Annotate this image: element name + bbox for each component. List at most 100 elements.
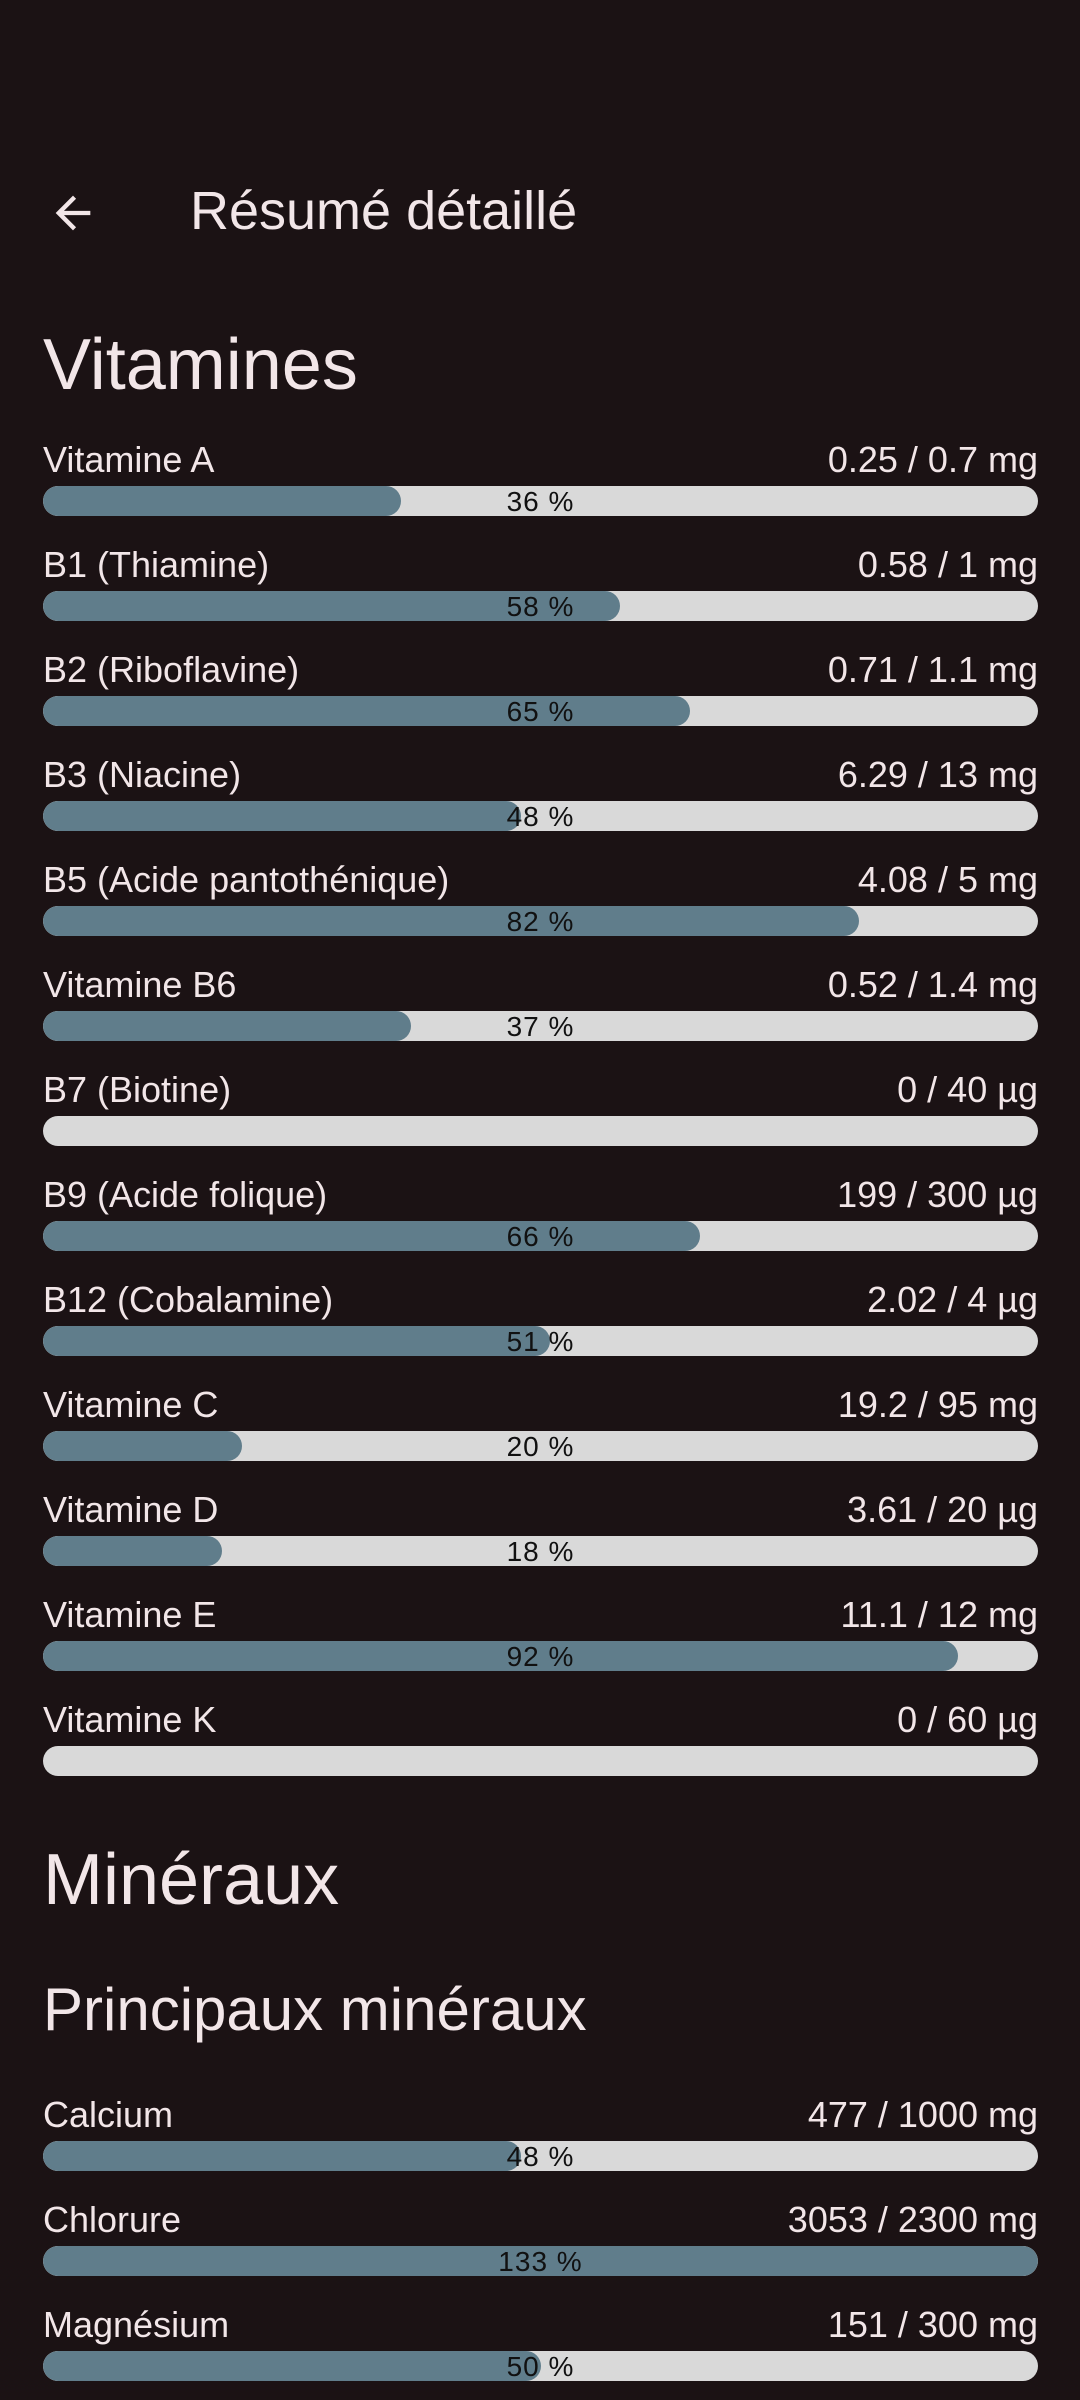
progress-bar-fill [43, 696, 690, 726]
nutrient-row: Vitamine E 11.1 / 12 mg 92 % [43, 1575, 1038, 1680]
nutrient-row-header: Vitamine B6 0.52 / 1.4 mg [43, 945, 1038, 1007]
nutrient-row: Vitamine K 0 / 60 µg [43, 1680, 1038, 1785]
nutrient-amount: 0.52 / 1.4 mg [827, 964, 1038, 1005]
nutrient-amount: 0.58 / 1 mg [857, 544, 1038, 585]
nutrient-amount: 11.1 / 12 mg [840, 1594, 1038, 1635]
nutrient-amount: 3053 / 2300 mg [787, 2199, 1038, 2240]
nutrient-row: Vitamine C 19.2 / 95 mg 20 % [43, 1365, 1038, 1470]
progress-bar: 92 % [43, 1641, 1038, 1671]
nutrient-row-header: Chlorure 3053 / 2300 mg [43, 2180, 1038, 2242]
nutrient-name: Vitamine B6 [43, 964, 237, 1005]
back-button[interactable] [30, 170, 116, 256]
nutrient-name: B7 (Biotine) [43, 1069, 232, 1110]
nutrient-amount: 4.08 / 5 mg [857, 859, 1038, 900]
progress-percent-label: 18 % [506, 1536, 575, 1566]
nutrient-row: Vitamine B6 0.52 / 1.4 mg 37 % [43, 945, 1038, 1050]
progress-percent-label: 92 % [506, 1641, 575, 1671]
nutrient-row-header: Calcium 477 / 1000 mg [43, 2075, 1038, 2137]
nutrient-name: Calcium [43, 2094, 174, 2135]
nutrient-row: B2 (Riboflavine) 0.71 / 1.1 mg 65 % [43, 630, 1038, 735]
main-minerals-subtitle: Principaux minéraux [43, 1976, 587, 2043]
nutrient-row: B9 (Acide folique) 199 / 300 µg 66 % [43, 1155, 1038, 1260]
nutrient-row: Chlorure 3053 / 2300 mg 133 % [43, 2180, 1038, 2285]
nutrient-row: B12 (Cobalamine) 2.02 / 4 µg 51 % [43, 1260, 1038, 1365]
progress-bar: 51 % [43, 1326, 1038, 1356]
progress-bar-fill [43, 591, 621, 621]
minerals-list: Calcium 477 / 1000 mg 48 % Chlorure 3053 / 2… [43, 2075, 1038, 2390]
nutrient-row-header: B9 (Acide folique) 199 / 300 µg [43, 1155, 1038, 1217]
nutrient-amount: 199 / 300 µg [837, 1174, 1038, 1215]
vitamins-list: Vitamine A 0.25 / 0.7 mg 36 % B1 (Thiamine)… [43, 420, 1038, 1785]
nutrient-amount: 0 / 40 µg [897, 1069, 1038, 1110]
nutrient-row: Magnésium 151 / 300 mg 50 % [43, 2285, 1038, 2390]
nutrient-row: B7 (Biotine) 0 / 40 µg [43, 1050, 1038, 1155]
progress-bar-fill [43, 2141, 521, 2171]
progress-bar [43, 1746, 1038, 1776]
nutrient-row: B1 (Thiamine) 0.58 / 1 mg 58 % [43, 525, 1038, 630]
nutrient-row-header: B2 (Riboflavine) 0.71 / 1.1 mg [43, 630, 1038, 692]
progress-bar: 36 % [43, 486, 1038, 516]
nutrient-row-header: Vitamine E 11.1 / 12 mg [43, 1575, 1038, 1637]
progress-percent-label: 48 % [506, 801, 575, 831]
nutrient-amount: 0.71 / 1.1 mg [827, 649, 1038, 690]
nutrient-row: B3 (Niacine) 6.29 / 13 mg 48 % [43, 735, 1038, 840]
progress-bar-fill [43, 906, 859, 936]
progress-bar-fill [43, 2246, 1038, 2276]
progress-percent-label: 37 % [506, 1011, 575, 1041]
progress-bar: 18 % [43, 1536, 1038, 1566]
summary-content[interactable]: Vitamines Vitamine A 0.25 / 0.7 mg 36 % B1 … [43, 310, 1038, 2390]
progress-bar: 48 % [43, 801, 1038, 831]
nutrient-name: Vitamine A [43, 439, 215, 480]
progress-bar-fill [43, 1326, 551, 1356]
nutrient-row-header: B3 (Niacine) 6.29 / 13 mg [43, 735, 1038, 797]
progress-bar-fill [43, 801, 521, 831]
progress-percent-label: 48 % [506, 2141, 575, 2171]
progress-percent-label: 133 % [498, 2246, 583, 2276]
nutrient-row-header: Vitamine K 0 / 60 µg [43, 1680, 1038, 1742]
progress-bar: 133 % [43, 2246, 1038, 2276]
nutrient-name: B2 (Riboflavine) [43, 649, 300, 690]
nutrient-row-header: B12 (Cobalamine) 2.02 / 4 µg [43, 1260, 1038, 1322]
nutrient-row-header: B1 (Thiamine) 0.58 / 1 mg [43, 525, 1038, 587]
top-app-bar: Résumé détaillé [0, 140, 1080, 260]
arrow-left-icon [55, 195, 91, 231]
nutrient-name: Vitamine K [43, 1699, 217, 1740]
progress-percent-label: 50 % [506, 2351, 575, 2381]
progress-bar-fill [43, 486, 402, 516]
nutrient-row-header: Vitamine C 19.2 / 95 mg [43, 1365, 1038, 1427]
nutrient-amount: 151 / 300 mg [827, 2304, 1038, 2345]
progress-bar [43, 1116, 1038, 1146]
progress-bar-fill [43, 2351, 541, 2381]
nutrient-name: Vitamine C [43, 1384, 219, 1425]
progress-bar: 48 % [43, 2141, 1038, 2171]
nutrient-row-header: Magnésium 151 / 300 mg [43, 2285, 1038, 2347]
progress-bar-fill [43, 1011, 412, 1041]
progress-percent-label: 65 % [506, 696, 575, 726]
nutrient-amount: 477 / 1000 mg [807, 2094, 1038, 2135]
progress-percent-label [43, 1116, 1038, 1146]
nutrient-name: Vitamine E [43, 1594, 217, 1635]
nutrient-amount: 19.2 / 95 mg [837, 1384, 1038, 1425]
nutrient-row: Vitamine D 3.61 / 20 µg 18 % [43, 1470, 1038, 1575]
nutrient-amount: 2.02 / 4 µg [867, 1279, 1038, 1320]
progress-bar: 37 % [43, 1011, 1038, 1041]
progress-bar: 50 % [43, 2351, 1038, 2381]
progress-percent-label [43, 1746, 1038, 1776]
nutrient-row: Calcium 477 / 1000 mg 48 % [43, 2075, 1038, 2180]
progress-bar-fill [43, 1431, 242, 1461]
nutrient-row-header: B7 (Biotine) 0 / 40 µg [43, 1050, 1038, 1112]
nutrient-name: B3 (Niacine) [43, 754, 242, 795]
nutrient-amount: 0.25 / 0.7 mg [827, 439, 1038, 480]
progress-percent-label: 51 % [506, 1326, 575, 1356]
progress-percent-label: 82 % [506, 906, 575, 936]
minerals-section-title: Minéraux [43, 1840, 340, 1920]
progress-bar: 66 % [43, 1221, 1038, 1251]
nutrient-name: B1 (Thiamine) [43, 544, 270, 585]
nutrient-name: B9 (Acide folique) [43, 1174, 328, 1215]
nutrient-name: B12 (Cobalamine) [43, 1279, 334, 1320]
progress-bar: 58 % [43, 591, 1038, 621]
nutrient-name: Magnésium [43, 2304, 230, 2345]
nutrient-row: B5 (Acide pantothénique) 4.08 / 5 mg 82 % [43, 840, 1038, 945]
progress-percent-label: 20 % [506, 1431, 575, 1461]
progress-bar: 82 % [43, 906, 1038, 936]
